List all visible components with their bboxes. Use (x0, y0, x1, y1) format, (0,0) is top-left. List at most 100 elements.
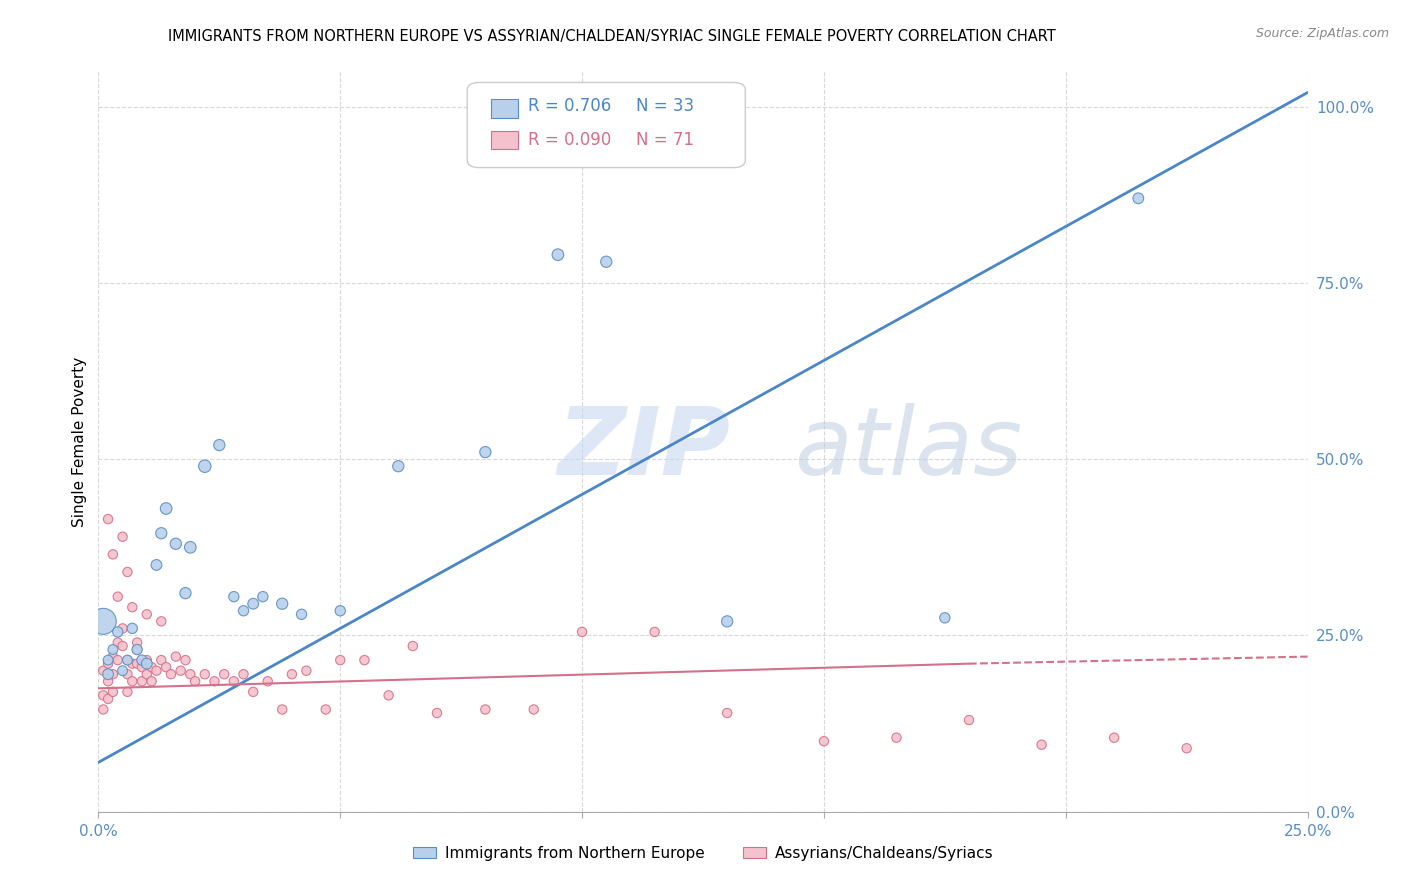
Point (117, 685, 139, 699)
Point (1128, 191, 1150, 205)
Point (174, 586, 197, 600)
Point (934, 611, 956, 625)
Point (150, 615, 173, 629)
Text: atlas: atlas (793, 403, 1022, 494)
Point (160, 667, 183, 681)
Legend: Immigrants from Northern Europe, Assyrians/Chaldeans/Syriacs: Immigrants from Northern Europe, Assyria… (406, 839, 1000, 867)
Point (387, 459, 409, 474)
Point (131, 653, 153, 667)
Point (886, 731, 908, 745)
Point (145, 558, 167, 572)
Point (222, 674, 245, 689)
Point (232, 667, 254, 681)
Point (174, 653, 197, 667)
Text: ZIP: ZIP (558, 403, 731, 495)
Point (107, 653, 129, 667)
Point (547, 248, 569, 262)
Point (1175, 741, 1198, 756)
FancyBboxPatch shape (492, 130, 517, 149)
Point (165, 537, 187, 551)
Point (184, 674, 207, 689)
Point (117, 653, 139, 667)
Point (101, 649, 124, 664)
Point (127, 635, 149, 649)
Point (281, 667, 304, 681)
Point (111, 621, 134, 635)
Point (256, 674, 278, 689)
Point (91, 689, 114, 703)
Point (101, 547, 124, 561)
Point (232, 604, 254, 618)
Point (252, 590, 274, 604)
Point (135, 607, 157, 622)
Point (169, 664, 191, 678)
Point (107, 590, 129, 604)
Point (97, 667, 120, 681)
Point (107, 624, 129, 639)
Point (165, 649, 187, 664)
Point (91, 664, 114, 678)
Point (716, 615, 738, 629)
Point (101, 685, 124, 699)
Point (117, 565, 139, 579)
Point (295, 664, 318, 678)
Point (242, 597, 264, 611)
Point (97, 512, 120, 526)
Point (121, 600, 143, 615)
Point (523, 702, 546, 716)
Point (101, 642, 124, 657)
Point (107, 635, 129, 649)
Point (194, 459, 217, 474)
Point (271, 702, 294, 716)
Point (813, 734, 835, 748)
Point (571, 624, 593, 639)
Point (222, 590, 245, 604)
Point (402, 639, 425, 653)
Point (141, 674, 163, 689)
Point (644, 624, 666, 639)
FancyBboxPatch shape (467, 82, 745, 168)
Point (117, 667, 139, 681)
Point (127, 657, 149, 671)
Point (212, 667, 235, 681)
Point (135, 657, 157, 671)
Point (271, 597, 294, 611)
Point (91, 702, 114, 716)
Text: Source: ZipAtlas.com: Source: ZipAtlas.com (1256, 27, 1389, 40)
Point (117, 653, 139, 667)
Text: IMMIGRANTS FROM NORTHERN EUROPE VS ASSYRIAN/CHALDEAN/SYRIAC SINGLE FEMALE POVERT: IMMIGRANTS FROM NORTHERN EUROPE VS ASSYR… (167, 29, 1056, 44)
Point (315, 702, 337, 716)
Point (121, 621, 143, 635)
Text: N = 33: N = 33 (637, 97, 695, 115)
Point (595, 254, 617, 268)
Point (101, 667, 124, 681)
Point (150, 653, 173, 667)
Point (426, 706, 449, 720)
Point (131, 660, 153, 674)
Text: R = 0.706: R = 0.706 (527, 97, 612, 115)
Point (127, 642, 149, 657)
Point (155, 660, 177, 674)
Point (141, 660, 163, 674)
Point (111, 530, 134, 544)
Point (111, 664, 134, 678)
Point (121, 674, 143, 689)
Point (127, 642, 149, 657)
Point (145, 664, 167, 678)
Point (135, 667, 157, 681)
Point (1031, 738, 1053, 752)
Point (97, 653, 120, 667)
Point (377, 689, 399, 703)
Point (329, 653, 352, 667)
Point (1102, 731, 1125, 745)
FancyBboxPatch shape (492, 100, 517, 118)
Point (131, 674, 153, 689)
Point (179, 667, 201, 681)
Point (353, 653, 375, 667)
Point (121, 657, 143, 671)
Point (155, 501, 177, 516)
Point (97, 674, 120, 689)
Point (474, 702, 496, 716)
Point (97, 692, 120, 706)
Point (208, 438, 231, 452)
